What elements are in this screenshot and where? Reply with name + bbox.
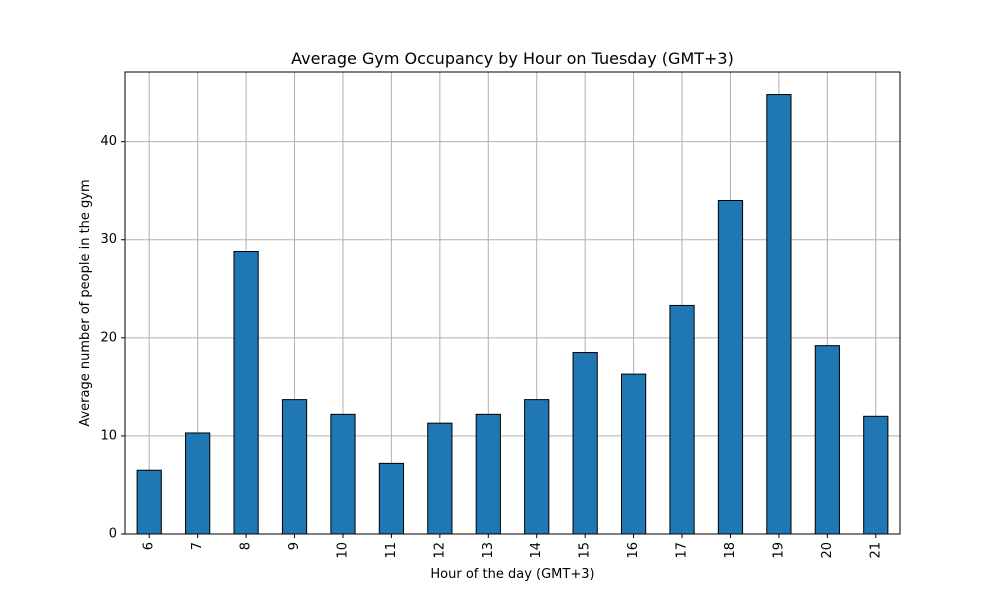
chart-title: Average Gym Occupancy by Hour on Tuesday… bbox=[291, 49, 734, 68]
bar-hour-7 bbox=[185, 432, 211, 535]
x-tick-label: 13 bbox=[481, 542, 496, 559]
bar-hour-13 bbox=[475, 413, 501, 535]
x-tick-label: 8 bbox=[239, 542, 254, 550]
y-axis-ticks: 0 10 20 30 40 bbox=[100, 134, 125, 542]
bar-hour-16 bbox=[620, 373, 647, 535]
x-tick-label: 16 bbox=[626, 542, 641, 559]
x-tick-label: 11 bbox=[384, 542, 399, 559]
bar-hour-15 bbox=[572, 352, 598, 535]
y-tick-label: 10 bbox=[100, 428, 117, 443]
bar-hour-8 bbox=[233, 251, 259, 535]
x-tick-label: 20 bbox=[820, 542, 835, 559]
y-tick-label: 30 bbox=[100, 232, 117, 247]
bar-hour-12 bbox=[427, 422, 453, 535]
x-tick-label: 17 bbox=[675, 542, 690, 559]
y-tick-label: 20 bbox=[100, 330, 117, 345]
plot-frame bbox=[124, 71, 901, 535]
bar-hour-9 bbox=[281, 399, 308, 535]
x-tick-label: 21 bbox=[868, 542, 883, 559]
x-tick-label: 7 bbox=[190, 542, 205, 550]
x-tick-label: 18 bbox=[723, 542, 738, 559]
x-tick-label: 6 bbox=[142, 542, 157, 550]
x-tick-label: 9 bbox=[287, 542, 302, 550]
x-tick-label: 12 bbox=[432, 542, 447, 559]
bar-hour-11 bbox=[378, 462, 405, 535]
bar-hour-6 bbox=[136, 469, 162, 535]
x-tick-label: 14 bbox=[529, 542, 544, 559]
bar-hour-19 bbox=[766, 94, 792, 535]
y-axis-label: Average number of people in the gym bbox=[78, 179, 93, 426]
bar-hour-14 bbox=[524, 399, 550, 535]
bar-hour-18 bbox=[717, 199, 744, 535]
x-axis-ticks: 6 7 8 9 10 11 12 13 14 15 16 17 18 19 20 21 bbox=[142, 534, 883, 559]
y-tick-label: 40 bbox=[100, 134, 117, 149]
bar-hour-20 bbox=[814, 345, 840, 535]
bars bbox=[136, 94, 889, 535]
bar-hour-21 bbox=[863, 415, 889, 535]
bar-hour-10 bbox=[330, 413, 356, 535]
y-tick-label: 0 bbox=[109, 527, 117, 542]
x-axis-label: Hour of the day (GMT+3) bbox=[430, 567, 594, 582]
x-tick-label: 15 bbox=[578, 542, 593, 559]
x-tick-label: 10 bbox=[335, 542, 350, 559]
bar-hour-17 bbox=[669, 304, 695, 535]
x-tick-label: 19 bbox=[771, 542, 786, 559]
